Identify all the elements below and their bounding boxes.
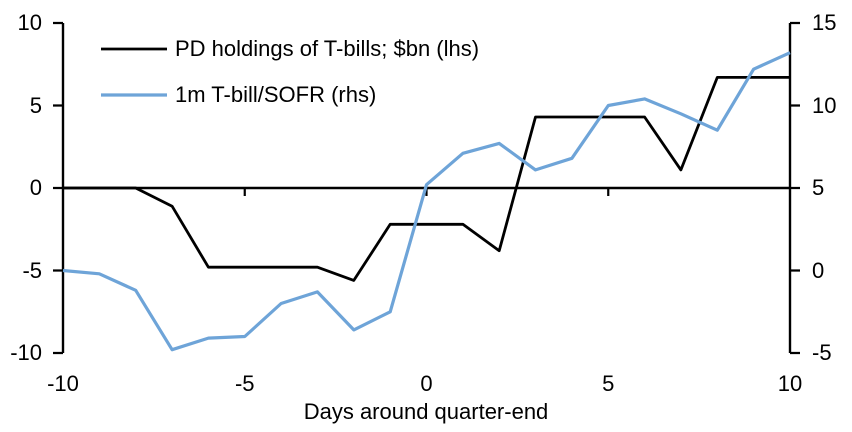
x-axis-tick-label: 10 — [777, 371, 803, 396]
legend-label-tbill-sofr: 1m T-bill/SOFR (rhs) — [175, 82, 377, 107]
left-axis — [53, 21, 65, 355]
left-axis-tick-label: 0 — [29, 175, 42, 200]
right-axis-tick-label: 15 — [812, 10, 837, 35]
left-axis-tick-label: -10 — [10, 340, 42, 365]
series-pd-holdings-line — [63, 76, 790, 282]
series-tbill-sofr-line — [62, 51, 791, 352]
x-axis-tick-label: -10 — [47, 371, 79, 396]
left-axis-tick-label: 10 — [17, 10, 42, 35]
x-axis-tick-label: -5 — [234, 371, 255, 396]
right-axis-tick-label: -5 — [812, 340, 832, 365]
left-axis-tick-label: -5 — [22, 257, 42, 283]
x-axis-title: Days around quarter-end — [303, 399, 549, 424]
right-axis-tick-label: 10 — [812, 92, 837, 118]
legend-label-pd-holdings: PD holdings of T-bills; $bn (lhs) — [175, 36, 480, 61]
x-axis-tick-label: 0 — [420, 371, 433, 396]
right-axis-tick-label: 0 — [812, 257, 825, 283]
right-axis-ticks — [790, 21, 800, 355]
left-axis-ticks — [53, 21, 63, 355]
right-axis-tick-label: 5 — [812, 175, 825, 200]
right-axis — [788, 21, 800, 355]
left-axis-tick-label: 5 — [29, 92, 42, 118]
x-axis-tick-label: 5 — [602, 371, 615, 396]
